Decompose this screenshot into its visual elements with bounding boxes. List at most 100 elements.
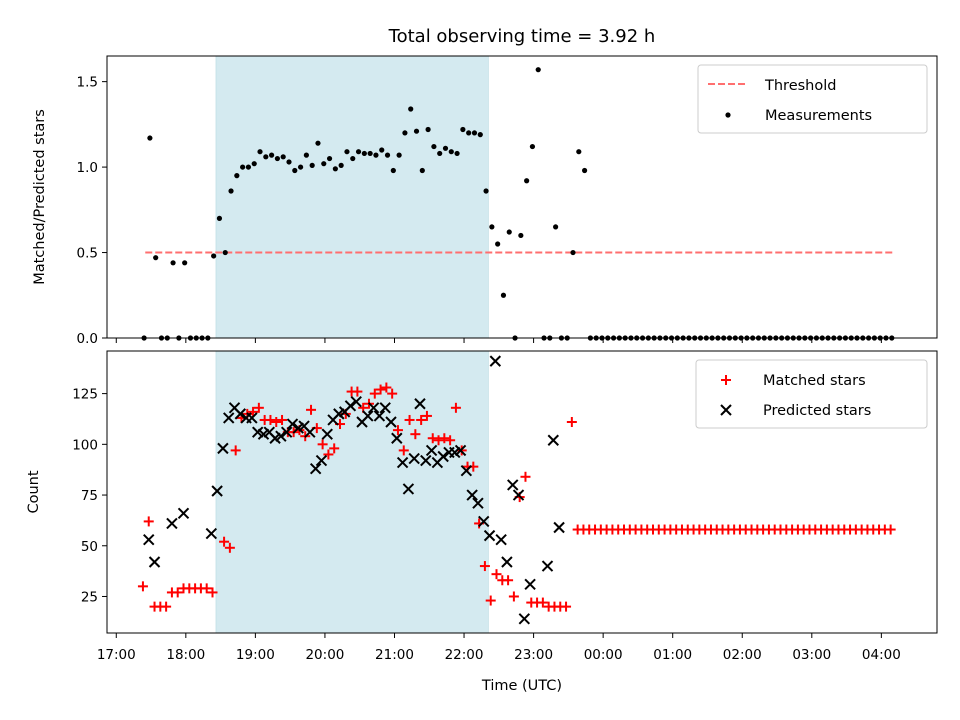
matched-star-point bbox=[329, 443, 340, 454]
matched-star-point bbox=[143, 516, 154, 527]
matched-star-point bbox=[520, 471, 531, 482]
measurement-point bbox=[234, 173, 240, 179]
matched-star-point bbox=[410, 429, 421, 440]
predicted-star-point bbox=[280, 426, 293, 438]
measurement-point bbox=[367, 150, 373, 157]
marker-stroke bbox=[367, 402, 380, 414]
y-tick-label: 1.5 bbox=[77, 75, 98, 91]
y-tick-label: 25 bbox=[81, 589, 98, 605]
measurement-point bbox=[524, 178, 530, 184]
marker-stroke bbox=[166, 517, 178, 530]
time-axis-label: Time (UTC) bbox=[481, 678, 562, 694]
y-tick-label: 125 bbox=[72, 387, 98, 403]
marker-stroke bbox=[512, 489, 525, 501]
marker-stroke bbox=[251, 426, 264, 438]
measurement-point bbox=[263, 154, 269, 160]
predicted-star-point bbox=[524, 578, 536, 591]
measurement-point bbox=[315, 140, 321, 146]
legend-matched-swatch bbox=[721, 375, 731, 385]
matched-star-point bbox=[561, 601, 572, 612]
marker-stroke bbox=[385, 416, 397, 428]
predicted-star-point bbox=[460, 464, 473, 477]
measurement-point bbox=[251, 161, 257, 167]
measurement-point bbox=[471, 130, 478, 136]
measurement-point bbox=[448, 149, 454, 155]
measurement-point bbox=[257, 149, 263, 155]
marker-stroke bbox=[466, 489, 478, 501]
ratio-legend-box bbox=[697, 64, 928, 134]
legend-threshold-label: Threshold bbox=[764, 78, 836, 94]
matched-star-point bbox=[219, 536, 230, 547]
predicted-star-point bbox=[344, 400, 357, 412]
ratio-panel-y-ticks: 0.0 0.5 1.0 1.5 bbox=[77, 75, 107, 347]
matched-star-point bbox=[398, 445, 409, 456]
marker-stroke bbox=[177, 507, 190, 520]
predicted-star-point bbox=[373, 410, 386, 422]
ratio-legend: Threshold Measurements bbox=[697, 64, 928, 134]
measurement-point bbox=[222, 249, 228, 256]
matched-star-point bbox=[566, 417, 577, 428]
matched-star-point bbox=[352, 386, 363, 397]
predicted-star-point bbox=[148, 556, 161, 568]
measurement-point bbox=[570, 249, 576, 256]
matched-star-point bbox=[450, 402, 461, 413]
marker-stroke bbox=[309, 462, 322, 475]
predicted-star-point bbox=[547, 434, 560, 446]
matched-star-point bbox=[369, 388, 380, 399]
x-tick-label: 21:00 bbox=[375, 647, 414, 663]
matched-star-point bbox=[248, 406, 259, 417]
measurement-point bbox=[396, 152, 402, 158]
marker-stroke bbox=[304, 426, 316, 438]
legend-predicted-label: Predicted stars bbox=[763, 403, 871, 419]
measurement-point bbox=[506, 229, 512, 235]
legend-predicted-swatch bbox=[720, 404, 732, 416]
legend-measurements-swatch bbox=[725, 112, 731, 118]
marker-stroke bbox=[396, 456, 409, 469]
predicted-star-point bbox=[234, 408, 247, 420]
marker-stroke bbox=[373, 410, 386, 422]
marker-stroke bbox=[275, 430, 287, 442]
predicted-star-point bbox=[166, 517, 178, 530]
measurement-point bbox=[373, 152, 379, 158]
measurement-point bbox=[303, 152, 309, 158]
predicted-star-point bbox=[408, 452, 420, 465]
measurement-point bbox=[240, 164, 246, 170]
x-tick-label: 18:00 bbox=[166, 647, 205, 663]
matched-star-point bbox=[253, 402, 264, 413]
measurement-point bbox=[477, 132, 483, 138]
y-tick-label: 0.5 bbox=[77, 246, 98, 262]
measurement-point bbox=[466, 130, 472, 136]
predicted-star-point bbox=[217, 442, 229, 455]
measurement-point bbox=[500, 292, 507, 298]
marker-stroke bbox=[246, 412, 258, 424]
matched-stars-points bbox=[137, 382, 896, 612]
predicted-star-point bbox=[321, 428, 333, 440]
y-tick-label: 1.0 bbox=[77, 160, 98, 176]
matched-star-point bbox=[172, 587, 183, 598]
marker-stroke bbox=[524, 578, 536, 591]
measurement-point bbox=[332, 166, 338, 172]
marker-stroke bbox=[148, 556, 161, 568]
count-panel-x-ticks: 17:00 18:00 19:00 20:00 21:00 22:00 23:00 00:00… bbox=[97, 633, 901, 663]
matched-star-point bbox=[387, 388, 398, 399]
marker-stroke bbox=[228, 402, 241, 414]
matched-star-point bbox=[271, 417, 282, 428]
marker-stroke bbox=[211, 485, 223, 497]
predicted-star-point bbox=[304, 426, 316, 438]
measurement-point bbox=[402, 130, 408, 136]
measurement-point bbox=[529, 143, 536, 150]
predicted-star-point bbox=[367, 402, 380, 414]
x-tick-label: 20:00 bbox=[305, 647, 344, 663]
measurement-point bbox=[245, 164, 252, 170]
predicted-star-point bbox=[541, 560, 554, 572]
matched-star-point bbox=[427, 433, 438, 444]
matched-star-point bbox=[503, 575, 514, 586]
measurement-point bbox=[274, 155, 281, 162]
matched-star-point bbox=[508, 591, 519, 602]
predicted-star-point bbox=[402, 483, 415, 495]
matched-star-point bbox=[137, 581, 148, 592]
predicted-star-point bbox=[143, 533, 155, 546]
count-axis-label: Count bbox=[26, 470, 42, 513]
measurement-point bbox=[170, 260, 176, 266]
predicted-star-point bbox=[553, 521, 565, 534]
